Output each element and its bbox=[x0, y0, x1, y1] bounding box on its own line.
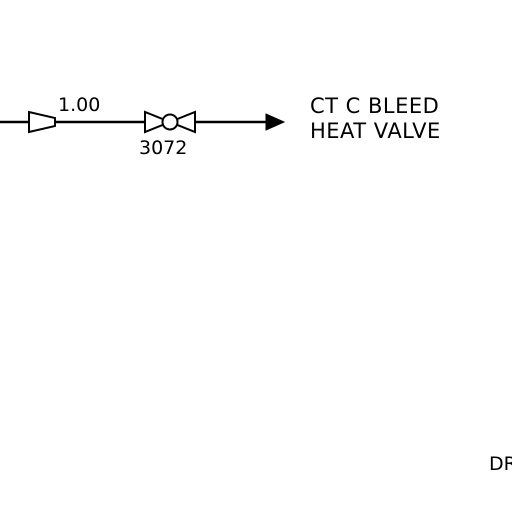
pipe-size-label: 1.00 bbox=[58, 94, 100, 116]
valve-tag-label: 3072 bbox=[139, 137, 187, 159]
destination-label-line1: CT C BLEED bbox=[310, 94, 439, 118]
ball-valve-icon bbox=[145, 112, 195, 132]
pipe-reducer-icon bbox=[29, 112, 55, 132]
flow-arrow-icon bbox=[266, 114, 284, 130]
destination-label-line2: HEAT VALVE bbox=[310, 119, 441, 143]
edge-text-label: DR bbox=[489, 453, 512, 475]
